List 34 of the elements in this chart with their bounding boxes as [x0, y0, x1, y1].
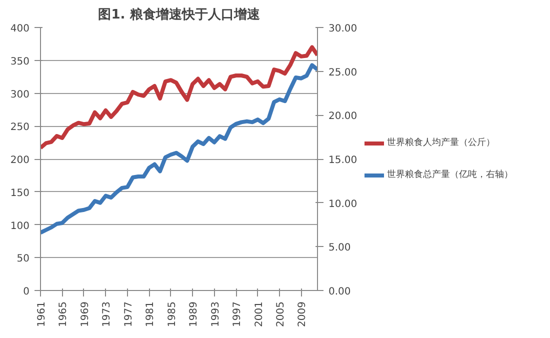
y2-tick-label: 30.00	[328, 24, 358, 34]
x-tick-label: 1965	[58, 301, 70, 327]
x-tick-label: 1997	[232, 301, 244, 327]
y-tick-label: 150	[10, 188, 30, 199]
chart-title: 图1. 粮食增速快于人口增速	[98, 6, 261, 22]
legend-label: 世界粮食总产量（亿吨，右轴）	[387, 168, 513, 181]
y-tick-label: 50	[16, 254, 30, 265]
x-tick-label: 1985	[166, 301, 178, 327]
y-tick-label: 200	[10, 155, 30, 166]
line-series	[40, 63, 318, 235]
y2-tick-label: 20.00	[328, 111, 358, 122]
line-series	[40, 45, 318, 150]
y-tick-label: 250	[10, 122, 30, 134]
y-tick-label: 0	[23, 286, 30, 298]
x-tick-label: 1969	[80, 301, 91, 327]
y-tick-label: 350	[10, 56, 30, 68]
x-tick-label: 1993	[210, 301, 222, 327]
x-tick-label: 1973	[102, 301, 113, 327]
y2-tick-label: 25.00	[328, 67, 358, 78]
x-tick-label: 1977	[123, 301, 134, 327]
x-tick-label: 2009	[297, 301, 308, 327]
y2-tick-label: 15.00	[328, 155, 358, 166]
y-tick-label: 100	[10, 220, 30, 232]
x-tick-label: 2005	[275, 301, 286, 327]
y-tick-label: 300	[10, 89, 30, 100]
legend-label: 世界粮食人均产量（公斤）	[387, 136, 495, 149]
y2-tick-label: 10.00	[328, 198, 358, 210]
y2-tick-label: 5.00	[328, 242, 351, 254]
y2-tick-label: 0.00	[328, 286, 351, 298]
y-tick-label: 400	[10, 24, 30, 34]
x-tick-label: 1981	[145, 301, 156, 327]
x-tick-label: 2001	[254, 301, 265, 327]
x-tick-label: 1989	[188, 301, 200, 327]
x-tick-label: 1961	[36, 301, 48, 327]
